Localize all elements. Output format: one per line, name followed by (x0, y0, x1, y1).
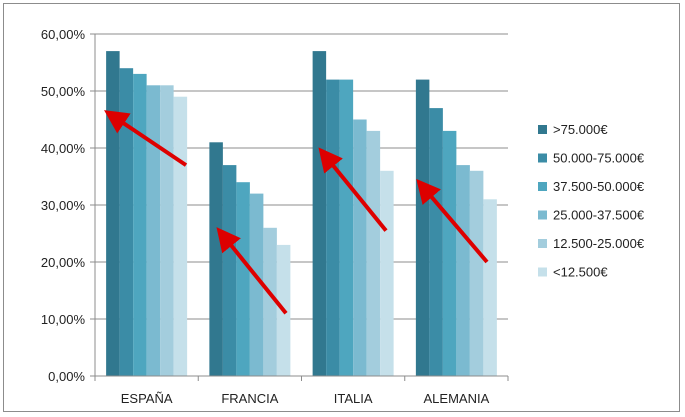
bar (483, 199, 497, 376)
x-category-label: ESPAÑA (121, 391, 173, 406)
bar (326, 79, 340, 376)
y-tick-label: 30,00% (41, 198, 86, 213)
bar (236, 182, 250, 376)
bar (146, 85, 161, 377)
bar (429, 108, 443, 376)
legend-swatch (538, 125, 547, 134)
legend-swatch (538, 210, 547, 220)
trend-arrow (416, 178, 489, 264)
legend-swatch (538, 153, 547, 163)
trend-arrow (216, 227, 288, 315)
bar (119, 68, 134, 376)
legend-label: 50.000-75.000€ (553, 151, 645, 166)
legend-swatch (538, 182, 547, 191)
bar (353, 119, 367, 376)
y-tick-label: 20,00% (41, 255, 86, 270)
y-tick-label: 40,00% (41, 141, 86, 156)
legend-label: <12.500€ (553, 265, 608, 280)
bar (415, 79, 430, 376)
bar (209, 142, 223, 376)
bar (133, 73, 147, 377)
legend-swatch (538, 239, 547, 248)
legend-label: 37.500-50.000€ (553, 179, 645, 194)
bar (442, 130, 457, 376)
bar (222, 165, 237, 376)
bar (456, 165, 470, 376)
legend-swatch (538, 267, 547, 277)
legend-label: >75.000€ (553, 122, 608, 137)
bar (106, 51, 120, 376)
bar (263, 227, 277, 376)
x-category-label: ITALIA (334, 391, 373, 406)
bar (160, 85, 174, 377)
y-tick-label: 0,00% (48, 369, 85, 384)
y-tick-label: 10,00% (41, 312, 86, 327)
y-tick-label: 60,00% (41, 27, 86, 42)
x-category-label: FRANCIA (221, 391, 278, 406)
x-category-label: ALEMANIA (424, 391, 490, 406)
bar (249, 193, 264, 376)
y-tick-label: 50,00% (41, 84, 86, 99)
bar (366, 130, 381, 376)
legend-label: 25.000-37.500€ (553, 208, 645, 223)
trend-arrow (318, 147, 388, 232)
bar (380, 170, 394, 376)
bar (312, 51, 327, 376)
trend-arrow (104, 110, 188, 167)
bar (173, 96, 188, 376)
legend-label: 12.500-25.000€ (553, 236, 645, 251)
bar (469, 170, 484, 376)
bar (339, 79, 354, 376)
